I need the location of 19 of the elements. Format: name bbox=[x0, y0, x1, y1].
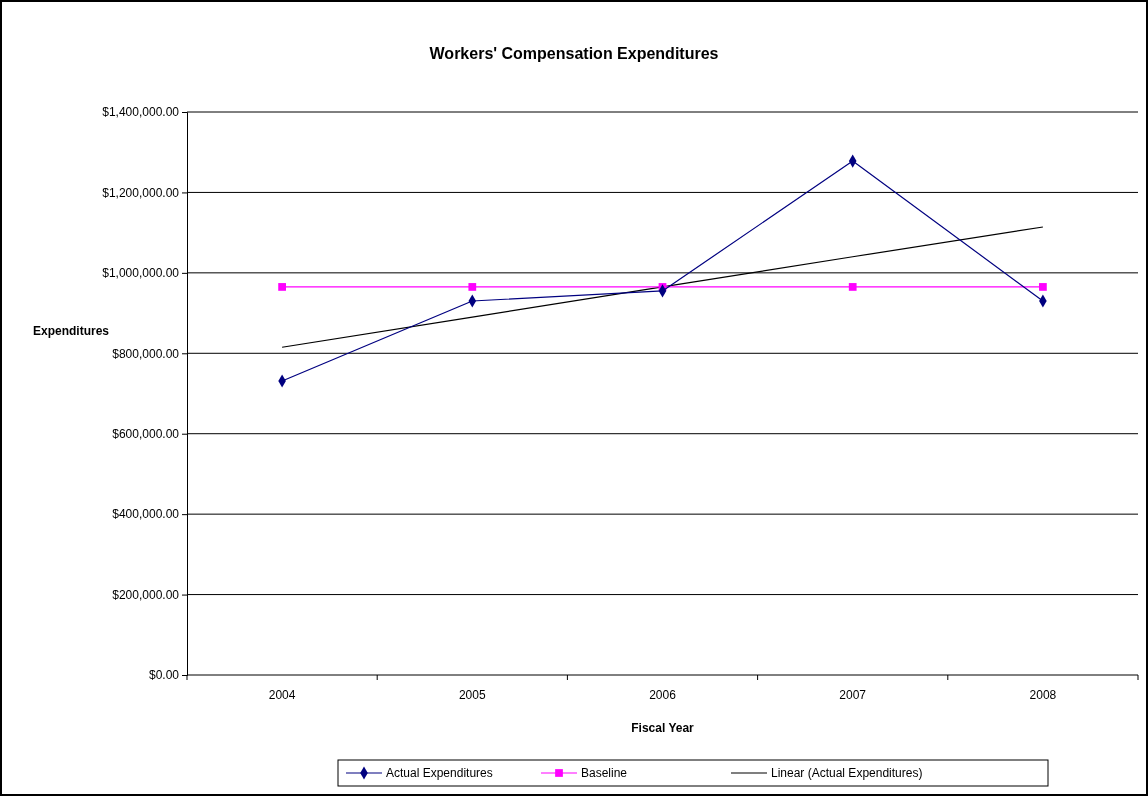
y-tick-label: $1,400,000.00 bbox=[102, 105, 180, 120]
y-tick-label: $0.00 bbox=[148, 668, 180, 683]
legend-label: Linear (Actual Expenditures) bbox=[771, 766, 923, 780]
chart-title: Workers' Compensation Expenditures bbox=[429, 45, 719, 62]
x-tick-label: 2008 bbox=[1029, 688, 1057, 702]
y-tick-label: $200,000.00 bbox=[112, 587, 180, 602]
y-axis-title: Expenditures bbox=[33, 324, 110, 338]
y-tick-label: $800,000.00 bbox=[112, 346, 180, 361]
x-tick-label: 2006 bbox=[649, 688, 677, 702]
legend-label: Actual Expenditures bbox=[386, 766, 493, 780]
y-tick-label: $600,000.00 bbox=[112, 427, 180, 442]
x-tick-label: 2007 bbox=[839, 688, 867, 702]
y-tick-label: $1,200,000.00 bbox=[102, 185, 180, 200]
x-tick-label: 2005 bbox=[458, 688, 486, 702]
x-tick-label: 2004 bbox=[268, 688, 296, 702]
x-axis-title: Fiscal Year bbox=[631, 721, 695, 735]
y-tick-label: $400,000.00 bbox=[112, 507, 180, 522]
y-tick-label: $1,000,000.00 bbox=[102, 266, 180, 281]
legend-label: Baseline bbox=[581, 766, 628, 780]
